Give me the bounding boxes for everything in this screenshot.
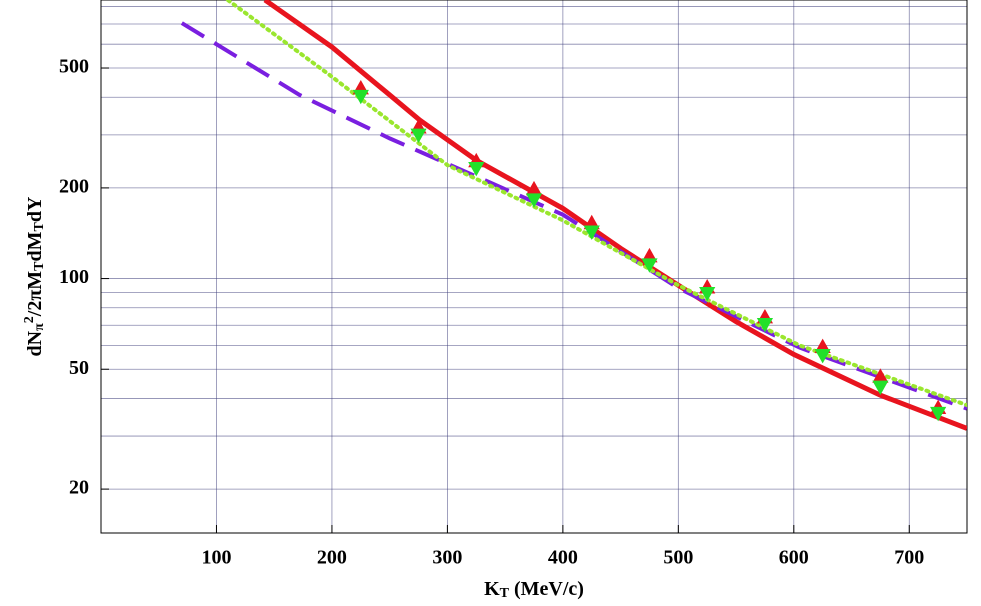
label-part: dY — [24, 196, 46, 222]
line — [180, 21, 967, 411]
x-tick-label: 600 — [779, 547, 809, 569]
label-part: π — [32, 323, 47, 331]
x-tick-label: 300 — [432, 547, 462, 569]
marker — [930, 406, 947, 422]
label-part: T — [500, 586, 510, 601]
line — [263, 0, 967, 431]
label-part: T — [32, 221, 47, 231]
y-axis-label: dNπ2/2πMTdMTdY — [22, 196, 47, 356]
y-tick-label: 200 — [59, 175, 89, 197]
label-part: dM — [24, 231, 46, 261]
marker — [814, 349, 831, 364]
marker — [756, 317, 774, 333]
x-tick-label: 200 — [317, 547, 347, 569]
x-axis-label: KT (MeV/c) — [484, 578, 584, 601]
marker — [352, 89, 369, 105]
y-tick-label: 20 — [69, 477, 89, 499]
marker — [583, 225, 600, 240]
line — [226, 0, 967, 408]
x-tick-label: 400 — [548, 547, 578, 569]
marker — [468, 161, 485, 177]
label-part: K — [484, 578, 500, 600]
marker — [525, 193, 543, 208]
label-part: /2πM — [24, 271, 46, 318]
y-tick-label: 100 — [59, 266, 89, 288]
x-tick-label: 500 — [663, 547, 693, 569]
marker — [699, 286, 716, 302]
y-tick-label: 500 — [59, 56, 89, 78]
x-tick-label: 700 — [894, 547, 924, 569]
marker — [872, 380, 889, 395]
plot-frame — [100, 0, 968, 534]
label-part: dN — [24, 330, 46, 356]
marker — [410, 128, 427, 143]
label-part: 2 — [22, 316, 37, 323]
marker — [872, 368, 889, 383]
plot-area — [180, 0, 967, 431]
label-part: T — [32, 261, 47, 271]
y-tick-label: 50 — [69, 357, 89, 379]
label-part: (MeV/c) — [509, 578, 584, 600]
marker — [641, 258, 658, 273]
marker — [525, 180, 543, 196]
x-tick-label: 100 — [201, 547, 231, 569]
